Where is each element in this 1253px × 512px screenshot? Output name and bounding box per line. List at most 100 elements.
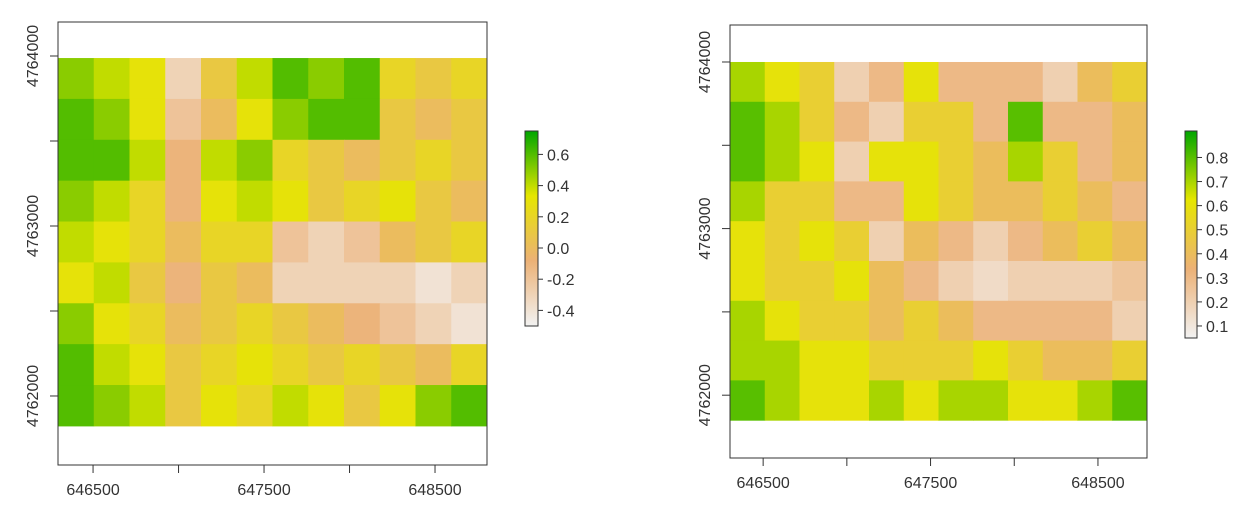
raster-cell — [1008, 101, 1044, 143]
raster-cell — [451, 98, 488, 141]
raster-cell — [938, 221, 974, 262]
raster-cell — [834, 141, 870, 182]
raster-cell — [1042, 141, 1078, 182]
raster-cell — [129, 180, 166, 223]
raster-cell — [764, 61, 800, 103]
raster-cell — [93, 303, 130, 345]
y-tick-label: 4762000 — [697, 364, 714, 426]
raster-cell — [1077, 260, 1113, 302]
raster-cell — [799, 101, 835, 143]
raster-cell — [1042, 380, 1078, 421]
raster-cell — [799, 340, 835, 381]
raster-cell — [415, 385, 452, 427]
raster-cell — [236, 58, 273, 100]
raster-cell — [834, 300, 870, 342]
raster-cell — [272, 344, 309, 386]
colorbar-label: 0.1 — [1206, 319, 1228, 336]
colorbar-label: 0.4 — [1206, 247, 1228, 264]
raster-cell — [201, 262, 238, 304]
raster-cell — [93, 58, 130, 100]
raster-cell — [1008, 141, 1044, 182]
raster-cell — [201, 344, 238, 386]
raster-cell — [93, 262, 130, 304]
raster-cell — [938, 61, 974, 103]
raster-cell — [201, 58, 238, 100]
raster-cell — [799, 260, 835, 302]
raster-cell — [834, 340, 870, 381]
raster-cell — [308, 98, 345, 141]
raster-cell — [451, 385, 488, 427]
raster-cell — [308, 303, 345, 345]
raster-cell — [344, 221, 381, 263]
raster-cell — [1112, 260, 1148, 302]
y-tick-label: 4763000 — [697, 197, 714, 259]
raster-cell — [869, 181, 905, 222]
x-tick-label: 646500 — [736, 475, 789, 492]
raster-cell — [308, 221, 345, 263]
raster-cell — [834, 221, 870, 262]
colorbar — [1184, 130, 1198, 339]
raster-cell — [1112, 221, 1148, 262]
raster-cell — [93, 98, 130, 141]
raster-cell — [973, 181, 1009, 222]
raster-cell — [1077, 300, 1113, 342]
raster-cell — [764, 300, 800, 342]
raster-cell — [236, 344, 273, 386]
raster-cell — [973, 61, 1009, 103]
raster-cell — [415, 98, 452, 141]
raster-cell — [308, 385, 345, 427]
raster-cell — [869, 61, 905, 103]
raster-cell — [451, 221, 488, 263]
raster-cell — [903, 380, 939, 421]
raster-cell — [834, 61, 870, 103]
colorbar-label: 0.2 — [547, 210, 569, 227]
raster-cell — [730, 101, 766, 143]
raster-cell — [272, 221, 309, 263]
raster-cell — [344, 303, 381, 345]
colorbar-label: 0.4 — [547, 179, 569, 196]
raster-cell — [272, 180, 309, 223]
raster-cell — [903, 141, 939, 182]
raster-cell — [165, 303, 202, 345]
raster-cell — [764, 101, 800, 143]
raster-cell — [730, 260, 766, 302]
raster-cell — [799, 141, 835, 182]
raster-cell — [903, 181, 939, 222]
raster-cell — [938, 260, 974, 302]
raster-cell — [1112, 181, 1148, 222]
raster-cell — [903, 340, 939, 381]
raster-cell — [344, 180, 381, 223]
raster-cell — [129, 303, 166, 345]
raster-cell — [236, 385, 273, 427]
raster-cell — [201, 303, 238, 345]
raster-cell — [201, 221, 238, 263]
raster-cell — [1042, 221, 1078, 262]
raster-cell — [764, 340, 800, 381]
raster-cell — [938, 101, 974, 143]
raster-cell — [58, 385, 95, 427]
raster-cell — [272, 58, 309, 100]
raster-cell — [129, 385, 166, 427]
colorbar-label: 0.0 — [547, 241, 569, 258]
x-tick-label: 647500 — [237, 482, 290, 499]
raster-cell — [379, 221, 416, 263]
raster-cell — [730, 61, 766, 103]
raster-cell — [973, 260, 1009, 302]
raster-cell — [379, 98, 416, 141]
raster-cell — [869, 300, 905, 342]
raster-cell — [451, 262, 488, 304]
raster-cell — [201, 180, 238, 223]
raster-cell — [201, 385, 238, 427]
raster-cell — [1008, 221, 1044, 262]
raster-cell — [165, 262, 202, 304]
raster-cell — [1112, 340, 1148, 381]
raster-cell — [1008, 380, 1044, 421]
raster-cell — [272, 385, 309, 427]
raster-cell — [451, 344, 488, 386]
raster-cell — [58, 221, 95, 263]
raster-cell — [799, 380, 835, 421]
raster-cell — [1077, 380, 1113, 421]
raster-cell — [344, 344, 381, 386]
raster-cell — [379, 385, 416, 427]
raster-cell — [236, 98, 273, 141]
